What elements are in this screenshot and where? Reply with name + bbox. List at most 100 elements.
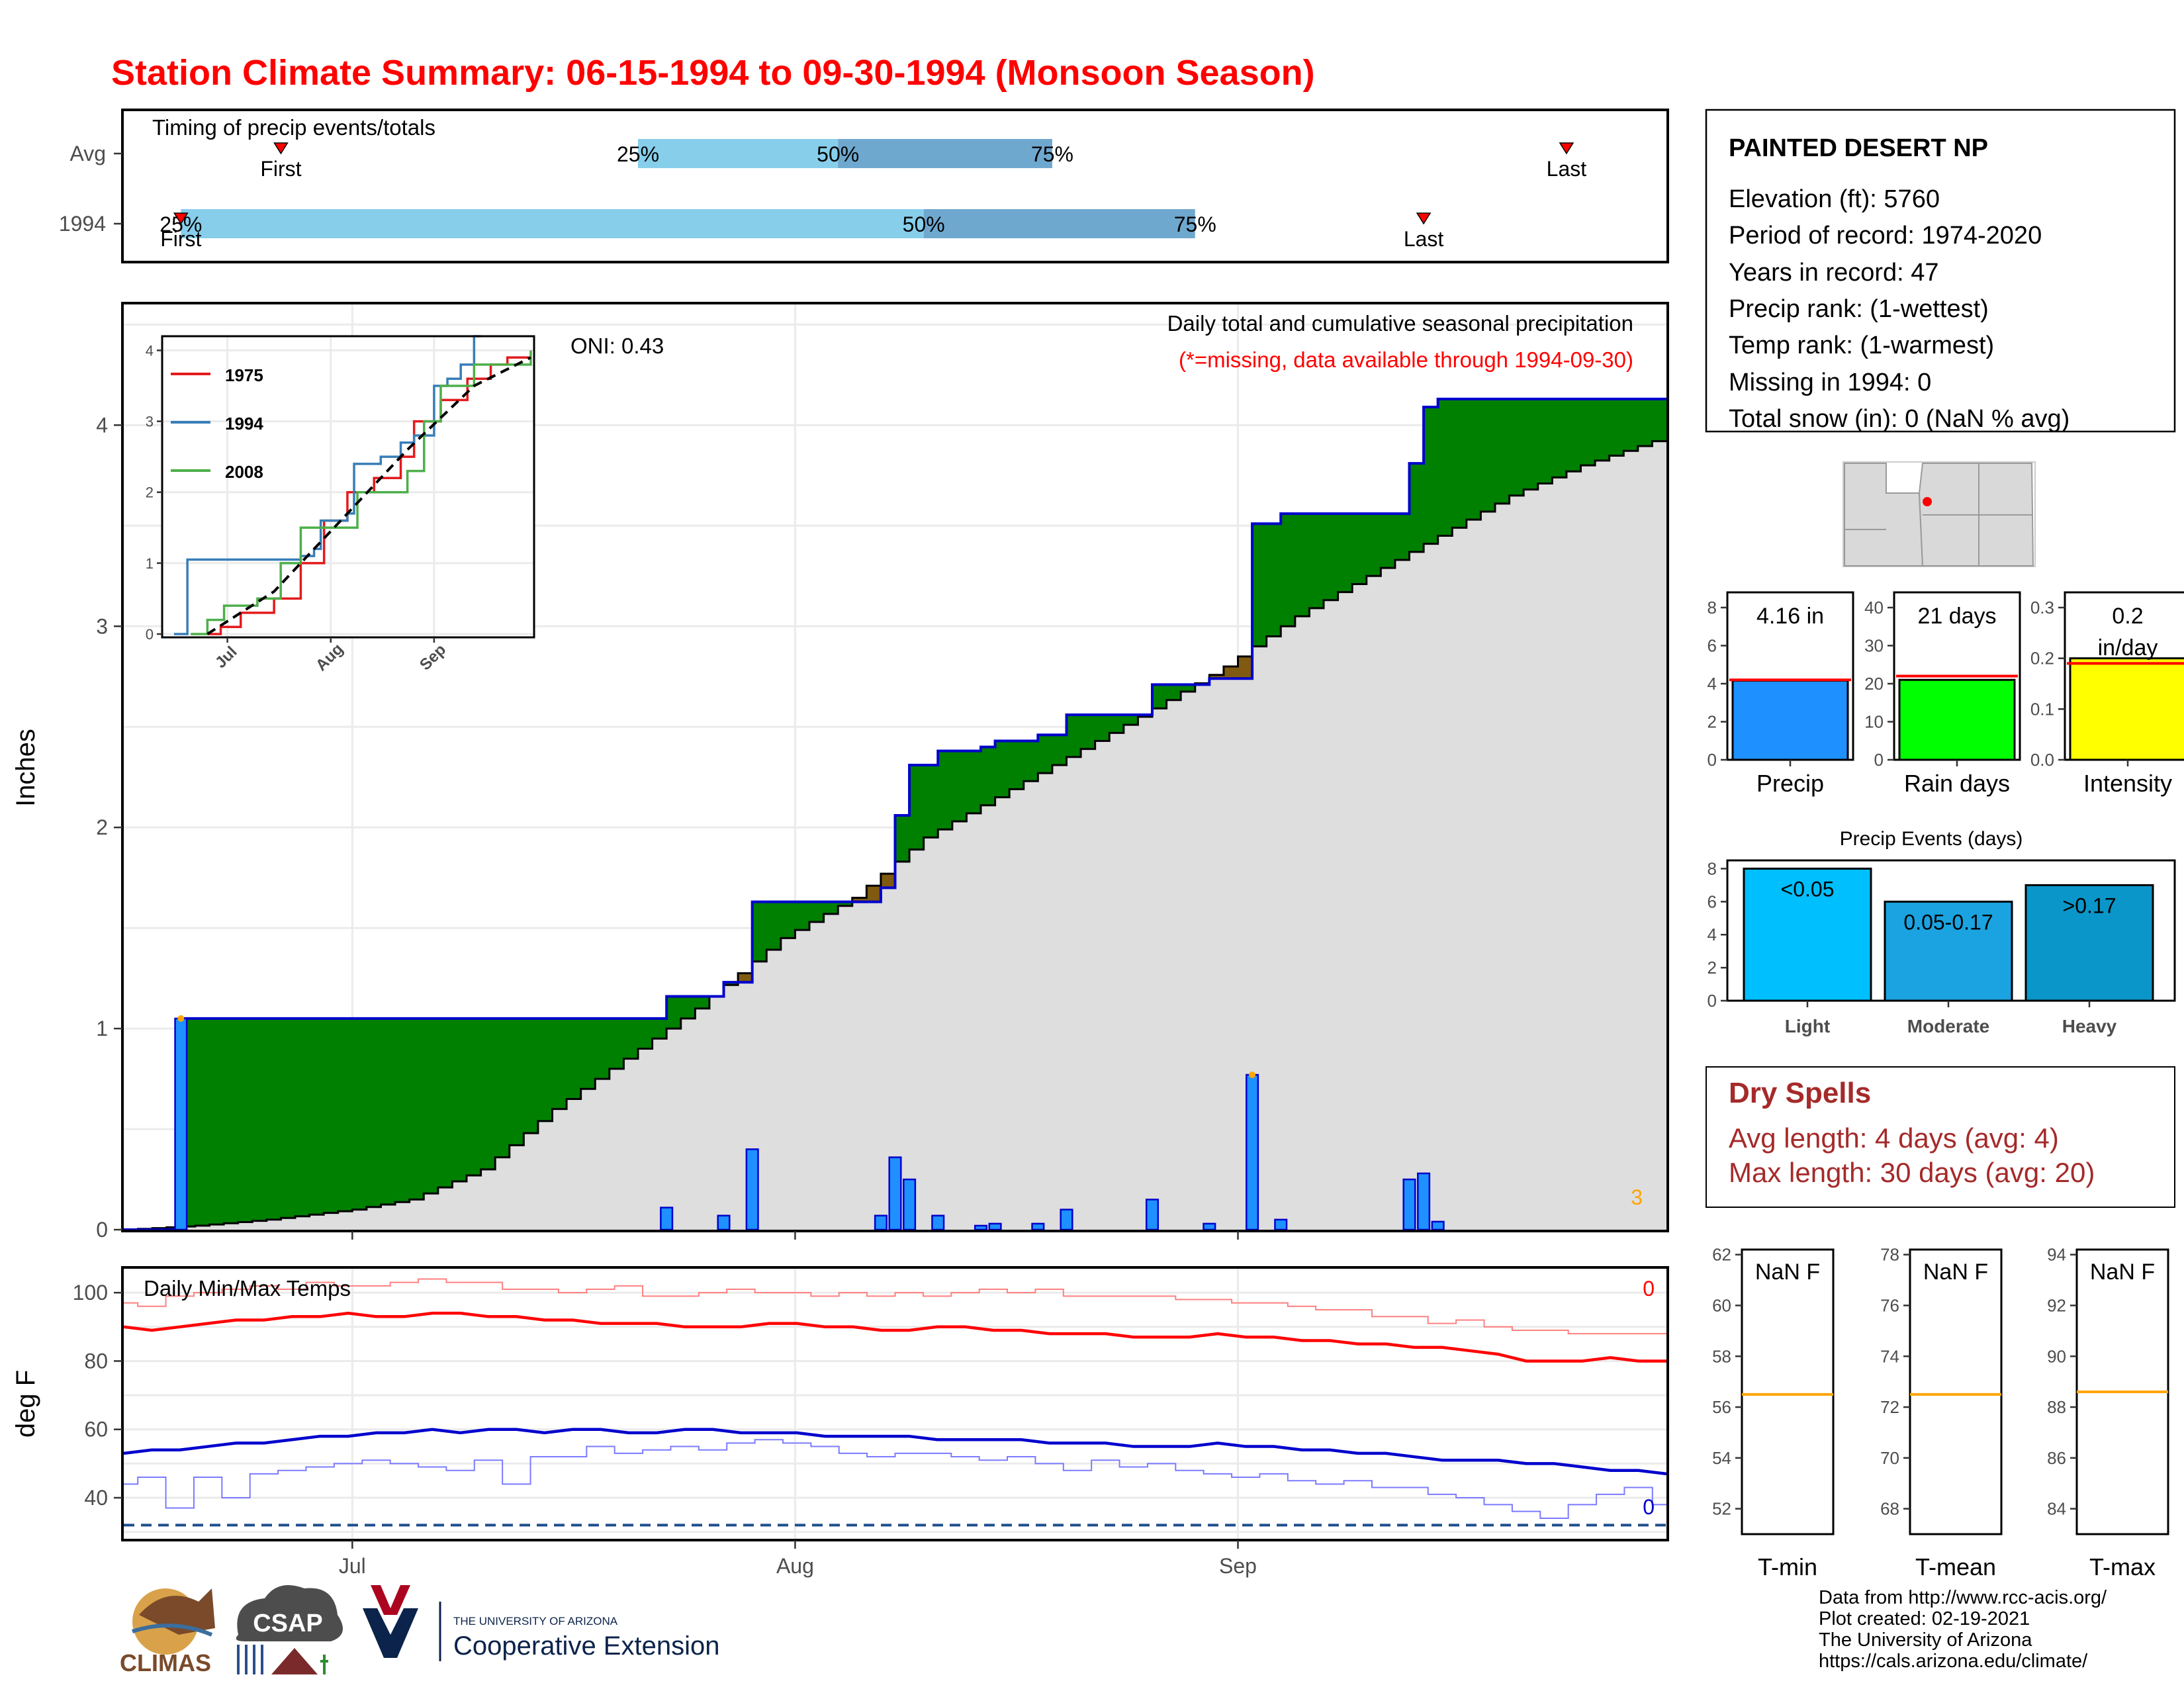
legend-label-1994: 1994 bbox=[225, 414, 263, 434]
inset-lines bbox=[174, 335, 532, 635]
daily-precip-bar bbox=[174, 1017, 188, 1231]
timing-last-label: Last bbox=[1547, 157, 1587, 181]
timing-first-label: First bbox=[160, 227, 201, 251]
above-avg-segment bbox=[752, 901, 767, 962]
above-avg-segment bbox=[1524, 398, 1539, 490]
inset-background bbox=[162, 336, 534, 637]
above-avg-segment bbox=[366, 1018, 381, 1207]
totals-panel-rain-days: 21 days 0 10 20 30 40 Rain days bbox=[1864, 591, 2021, 797]
above-avg-segment bbox=[1495, 398, 1510, 504]
precip-subtitle: Daily total and cumulative seasonal prec… bbox=[1167, 311, 1633, 336]
inset-series-avg bbox=[206, 356, 531, 635]
totals-y-tick-label: 0.0 bbox=[2030, 750, 2054, 770]
above-avg-segment bbox=[1509, 398, 1524, 496]
totals-bar bbox=[1731, 679, 1849, 761]
above-avg-segment bbox=[195, 1018, 210, 1226]
missing-note: (*=missing, data available through 1994-… bbox=[1179, 347, 1633, 372]
above-avg-segment bbox=[495, 1018, 510, 1158]
below-avg-segment bbox=[1238, 656, 1253, 679]
above-avg-segment bbox=[1595, 398, 1610, 461]
above-avg-segment bbox=[595, 1018, 610, 1079]
above-avg-segment bbox=[795, 901, 810, 931]
above-avg-segment bbox=[638, 1018, 653, 1049]
temp-summary-y-tick-label: 52 bbox=[1712, 1499, 1731, 1519]
temp-lines bbox=[123, 1278, 1667, 1520]
totals-y-tick-label: 40 bbox=[1864, 598, 1884, 617]
temp-summary-y-tick-label: 72 bbox=[1880, 1397, 1899, 1417]
csap-wordmark: CSAP bbox=[253, 1610, 323, 1637]
totals-panel-precip: 4.16 in 0 2 4 6 8 Precip bbox=[1707, 591, 1854, 797]
daily-precip-bar bbox=[1031, 1222, 1045, 1231]
date-tick-label: Sep bbox=[1219, 1554, 1257, 1578]
footer-url: https://cals.arizona.edu/climate/ bbox=[1819, 1651, 2088, 1672]
above-avg-segment bbox=[1338, 514, 1353, 592]
daily-precip-bar bbox=[1431, 1220, 1445, 1231]
y-tick-label: 0 bbox=[96, 1218, 108, 1242]
above-avg-segment bbox=[1295, 514, 1310, 617]
y-tick-label: 2 bbox=[96, 815, 108, 839]
temp-summary-y-tick-label: 90 bbox=[2047, 1346, 2066, 1366]
above-avg-segment bbox=[952, 751, 967, 822]
timing-first-marker-icon bbox=[173, 212, 189, 225]
date-axis: Jul Aug Sep bbox=[339, 1540, 1257, 1578]
totals-y-tick-label: 6 bbox=[1707, 636, 1717, 656]
station-years: Years in record: 47 bbox=[1729, 259, 1939, 287]
daily-precip-bar bbox=[888, 1156, 902, 1231]
totals-category-label: Precip bbox=[1756, 770, 1824, 797]
above-avg-segment bbox=[1580, 398, 1596, 466]
below-avg-segment bbox=[852, 897, 867, 902]
above-avg-segment bbox=[452, 1018, 467, 1182]
daily-precip-bar bbox=[874, 1214, 887, 1231]
above-avg-segment bbox=[567, 1018, 582, 1099]
daily-precip-bar bbox=[931, 1214, 945, 1231]
totals-value-label: 21 days bbox=[1917, 604, 1996, 629]
dry-spells-avg: Avg length: 4 days (avg: 4) bbox=[1729, 1122, 2059, 1154]
temp-summary-category: T-min bbox=[1758, 1553, 1817, 1580]
inset-y-tick-label: 3 bbox=[146, 414, 154, 430]
temp-summary-category: T-max bbox=[2089, 1553, 2156, 1580]
totals-bar bbox=[2069, 657, 2184, 761]
ua-cooperative-extension: Cooperative Extension bbox=[453, 1631, 719, 1661]
footer-credits: Data from http://www.rcc-acis.org/ Plot … bbox=[1819, 1587, 2107, 1672]
temp-y-tick-label: 100 bbox=[73, 1281, 108, 1304]
above-avg-segment bbox=[1424, 406, 1439, 544]
temp-summary-t-min: NaN F 52 54 56 58 60 62 T-min bbox=[1712, 1245, 1835, 1580]
timing-last-marker-icon bbox=[1416, 212, 1432, 225]
inset-y-tick-label: 1 bbox=[146, 555, 154, 572]
above-avg-segment bbox=[995, 741, 1010, 798]
above-avg-segment bbox=[966, 751, 981, 813]
above-avg-segment bbox=[480, 1018, 496, 1169]
events-category-label: Heavy bbox=[2062, 1016, 2117, 1036]
totals-panel-intensity: 0.2 in/day 0.0 0.1 0.2 0.3 Intensity bbox=[2030, 591, 2184, 797]
timing-row-avg-label: Avg bbox=[69, 142, 106, 165]
temp-summary-value: NaN F bbox=[1923, 1259, 1988, 1285]
ua-block-a-icon bbox=[363, 1608, 418, 1658]
above-avg-segment bbox=[823, 901, 839, 914]
precip-events-panel: Precip Events (days) <0.05 Light 0.05-0.17 M… bbox=[1707, 828, 2176, 1036]
above-avg-segment bbox=[1052, 735, 1067, 765]
precip-frame bbox=[121, 302, 1669, 1232]
timing-p50-label: 50% bbox=[903, 212, 945, 236]
above-avg-segment bbox=[1652, 398, 1667, 441]
above-avg-segment bbox=[1038, 735, 1053, 774]
above-avg-segment bbox=[338, 1018, 353, 1212]
station-frame bbox=[1705, 109, 2176, 433]
temp-summary-y-tick-label: 56 bbox=[1712, 1397, 1731, 1417]
climas-wave-icon bbox=[132, 1623, 213, 1637]
timing-p50-label: 50% bbox=[817, 142, 859, 166]
above-avg-segment bbox=[580, 1018, 596, 1089]
above-avg-segment bbox=[1123, 714, 1138, 725]
temp-ylabel: deg F bbox=[11, 1370, 40, 1438]
above-avg-segment bbox=[1566, 398, 1581, 472]
legend-label-2008: 2008 bbox=[225, 462, 263, 482]
inset-y-tick-label: 2 bbox=[146, 484, 154, 501]
temp-title: Daily Min/Max Temps bbox=[144, 1276, 351, 1301]
above-avg-segment bbox=[523, 1018, 539, 1134]
locator-map bbox=[1843, 461, 2036, 567]
dry-spells-box: Dry Spells Avg length: 4 days (avg: 4) M… bbox=[1706, 1066, 2175, 1208]
totals-y-tick-label: 0.1 bbox=[2030, 699, 2054, 719]
temp-y-tick-label: 60 bbox=[84, 1418, 108, 1441]
above-avg-segment bbox=[938, 751, 953, 830]
above-avg-segment bbox=[266, 1018, 281, 1220]
